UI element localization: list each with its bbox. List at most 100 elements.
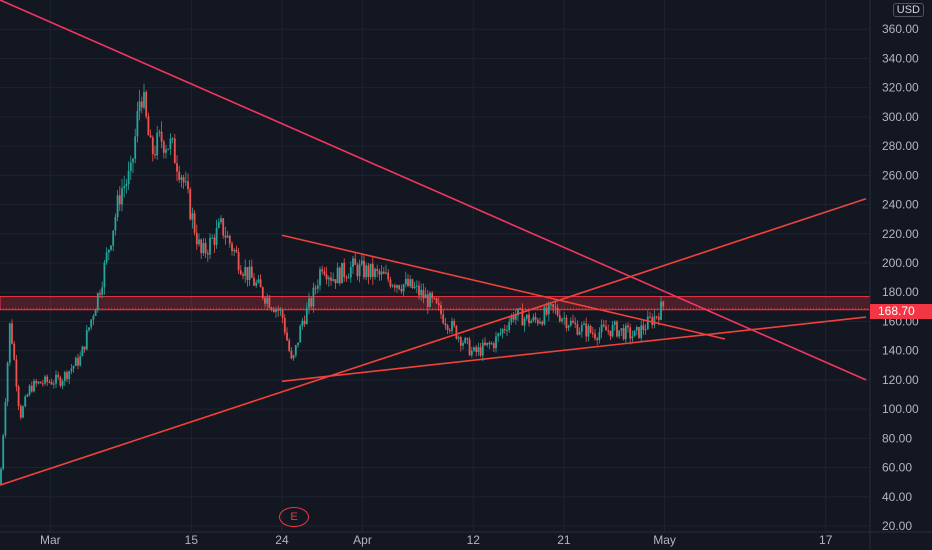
candle-body: [594, 333, 596, 339]
candle-body: [387, 272, 390, 280]
candle-body: [213, 237, 216, 245]
candle-body: [556, 307, 559, 316]
candle-body: [554, 307, 557, 309]
candle-body: [55, 374, 57, 384]
candle-body: [312, 287, 315, 307]
candle-body: [629, 327, 632, 339]
candle-body: [618, 330, 621, 337]
candle-body: [561, 318, 563, 322]
candle-body: [464, 338, 467, 344]
candle-body: [413, 286, 416, 288]
candle-body: [382, 271, 385, 274]
candle-body: [519, 308, 522, 310]
candle-body: [297, 342, 299, 346]
candle-body: [187, 181, 189, 190]
candle-body: [354, 258, 357, 265]
candle-body: [644, 329, 647, 331]
candle-body: [4, 401, 7, 436]
candle-body: [68, 371, 71, 380]
candle-body: [162, 141, 165, 153]
x-tick-label: May: [653, 533, 676, 547]
x-tick-label: 17: [819, 533, 833, 547]
x-tick-label: 24: [275, 533, 289, 547]
candle-body: [30, 385, 33, 392]
candle-body: [563, 317, 566, 319]
candle-body: [268, 297, 271, 308]
candle-body: [534, 316, 537, 320]
candle-body: [578, 331, 581, 335]
candle-body: [411, 279, 414, 288]
candle-body: [37, 381, 40, 384]
candle-body: [415, 285, 418, 287]
candle-body: [569, 320, 572, 326]
candle-body: [83, 346, 86, 350]
plot-background: [0, 0, 870, 532]
candle-body: [158, 131, 161, 133]
candle-body: [607, 330, 610, 332]
candle-body: [396, 285, 398, 288]
candle-body: [90, 319, 93, 328]
candle-body: [528, 314, 530, 324]
candle-body: [275, 309, 277, 313]
y-tick-label: 80.00: [882, 431, 912, 445]
candle-body: [589, 325, 592, 333]
candle-body: [33, 380, 35, 392]
candle-body: [442, 314, 445, 324]
x-tick-label: Apr: [353, 533, 372, 547]
candle-body: [215, 227, 218, 245]
candle-body: [473, 347, 475, 351]
candle-body: [61, 381, 64, 386]
candle-body: [72, 365, 75, 369]
y-tick-label: 340.00: [882, 51, 919, 65]
candle-body: [378, 270, 381, 275]
candle-body: [17, 386, 20, 406]
candle-body: [481, 342, 484, 356]
candle-body: [635, 327, 638, 331]
candle-body: [393, 285, 396, 288]
candle-body: [587, 325, 590, 337]
candle-body: [488, 342, 491, 345]
candle-body: [539, 321, 541, 324]
y-tick-label: 320.00: [882, 81, 919, 95]
candle-body: [497, 333, 500, 337]
candle-body: [112, 230, 115, 246]
candle-body: [24, 396, 27, 407]
candle-body: [343, 262, 346, 277]
candle-body: [477, 347, 480, 352]
candle-body: [211, 237, 214, 239]
candle-body: [451, 320, 453, 331]
candle-body: [13, 343, 16, 360]
candle-body: [574, 322, 577, 325]
candle-body: [525, 314, 528, 319]
trendline: [281, 234, 726, 340]
candle-body: [50, 382, 53, 385]
candle-body: [506, 330, 508, 332]
candle-body: [66, 372, 68, 380]
candle-body: [600, 324, 603, 333]
candle-body: [596, 338, 599, 340]
candle-body: [448, 330, 451, 332]
candle-body: [261, 287, 264, 298]
candle-body: [191, 213, 194, 220]
candle-body: [552, 304, 555, 308]
candle-body: [259, 279, 262, 288]
y-tick-label: 240.00: [882, 198, 919, 212]
earnings-marker[interactable]: E: [279, 507, 309, 527]
candle-body: [96, 293, 99, 310]
candle-body: [281, 309, 284, 319]
candle-body: [81, 346, 84, 357]
candle-body: [349, 266, 352, 278]
candle-body: [572, 320, 574, 323]
candle-body: [576, 324, 579, 335]
candle-body: [140, 101, 143, 108]
candle-body: [277, 309, 280, 311]
candle-body: [286, 332, 288, 341]
candle-body: [365, 265, 368, 278]
candle-body: [118, 195, 121, 205]
currency-badge[interactable]: USD: [892, 3, 924, 17]
candle-body: [107, 249, 110, 253]
candle-body: [646, 316, 649, 330]
candle-body: [85, 330, 88, 350]
y-tick-label: 20.00: [882, 519, 912, 533]
